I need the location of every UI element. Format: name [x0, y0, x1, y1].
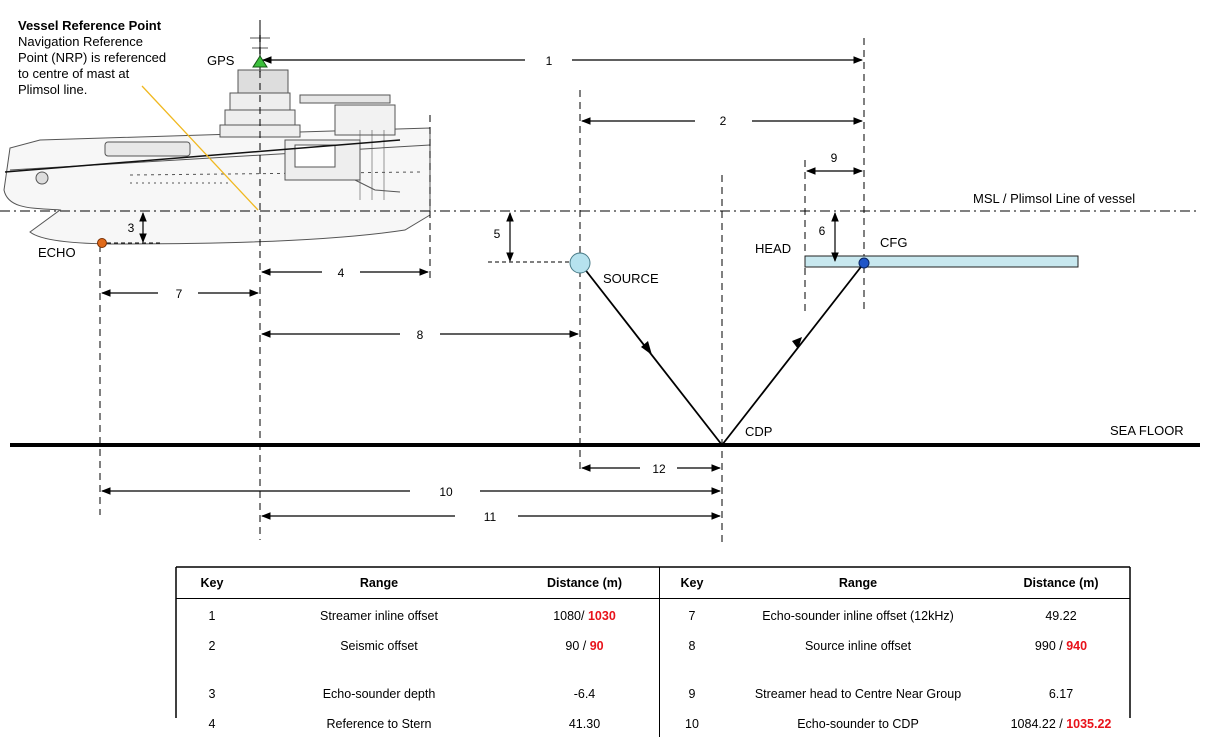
distance-value: 90 /: [565, 638, 590, 653]
echo-marker: [97, 238, 107, 248]
key-cell: 1: [208, 608, 216, 623]
header-distance-left: Distance (m): [510, 567, 660, 599]
distance-value: 49.22: [1045, 608, 1077, 623]
echo-label: ECHO: [38, 245, 76, 260]
range-cell: Streamer inline offset: [320, 608, 438, 623]
distance-value: 1080/: [553, 608, 588, 623]
dim-12-label: 12: [652, 462, 666, 476]
dim-6-label: 6: [819, 224, 826, 238]
key-cell: 3: [208, 686, 216, 701]
key-table: Key Range Distance (m) Key Range Distanc…: [176, 567, 1130, 737]
range-cell: Reference to Stern: [326, 716, 432, 731]
dim-2-label: 2: [720, 114, 727, 128]
header-range-left: Range: [248, 567, 510, 599]
key-cell: 2: [208, 638, 216, 653]
distance-revised: 1035.22: [1066, 716, 1112, 731]
range-cell: Seismic offset: [340, 638, 418, 653]
gps-label: GPS: [207, 53, 235, 68]
ray-down-arrow: [641, 341, 652, 355]
table-row: 4 Reference to Stern 41.30 10 Echo-sound…: [176, 706, 1130, 737]
header-distance-right: Distance (m): [992, 567, 1130, 599]
distance-cell: -6.4: [510, 658, 660, 707]
distance-revised: 90: [589, 638, 604, 653]
nrp-pointer: [141, 85, 259, 211]
range-cell: Echo-sounder depth: [322, 686, 436, 701]
ray-up: [721, 262, 865, 446]
distance-cell: 90 / 90: [510, 628, 660, 659]
source-label: SOURCE: [603, 271, 659, 286]
range-cell: Source inline offset: [804, 638, 912, 653]
dim-11-label: 11: [484, 510, 497, 524]
distance-cell: 1080/ 1030: [510, 598, 660, 629]
distance-value: 6.17: [1048, 686, 1074, 701]
distance-cell: 1084.22 / 1035.22: [992, 707, 1130, 737]
table-header-row: Key Range Distance (m) Key Range Distanc…: [176, 567, 1130, 599]
distance-cell: 49.22: [992, 599, 1130, 629]
key-cell: 7: [688, 608, 696, 623]
head-label: HEAD: [755, 241, 791, 256]
distance-value: 990 /: [1034, 638, 1067, 653]
streamer: [804, 255, 1079, 268]
header-key-left: Key: [176, 567, 248, 599]
cdp-label: CDP: [745, 424, 772, 439]
dim-3-label: 3: [128, 221, 135, 235]
dim-10-label: 10: [439, 485, 453, 499]
ray-up-arrow: [792, 337, 802, 349]
dim-5-label: 5: [494, 227, 501, 241]
key-cell: 8: [688, 638, 696, 653]
header-key-right: Key: [659, 567, 724, 599]
note-body: Navigation Reference Point (NRP) is refe…: [18, 34, 167, 97]
dim-7-label: 7: [176, 287, 183, 301]
range-cell: Streamer head to Centre Near Group: [754, 686, 962, 701]
distance-revised: 1030: [587, 608, 616, 623]
distance-cell: 6.17: [992, 659, 1130, 707]
distance-value: 41.30: [568, 716, 601, 731]
key-cell: 9: [688, 686, 696, 701]
table-row: 1 Streamer inline offset 1080/ 1030 7 Ec…: [176, 598, 1130, 629]
cfg-label: CFG: [880, 235, 907, 250]
distance-cell: 990 / 940: [992, 629, 1130, 659]
sea-floor-label: SEA FLOOR: [1110, 423, 1184, 438]
gps-marker: [252, 55, 268, 68]
source-marker: [569, 252, 591, 274]
range-cell: Echo-sounder to CDP: [797, 716, 919, 731]
distance-value: 1084.22 /: [1010, 716, 1067, 731]
survey-geometry-diagram: 1 2 3 4 5 6 7 8 9 10 11 12 GPS ECHO SOUR…: [0, 20, 1200, 545]
range-cell: Echo-sounder inline offset (12kHz): [762, 608, 954, 623]
msl-label: MSL / Plimsol Line of vessel: [973, 191, 1135, 206]
dim-9-label: 9: [831, 151, 838, 165]
key-cell: 10: [685, 716, 699, 731]
header-range-right: Range: [724, 567, 992, 599]
dim-1-label: 1: [546, 54, 553, 68]
table-row: 2 Seismic offset 90 / 90 8 Source inline…: [176, 628, 1130, 659]
vessel-reference-note: Vessel Reference Point Navigation Refere…: [18, 18, 208, 98]
distance-cell: 41.30: [510, 706, 660, 737]
table-row: 3 Echo-sounder depth -6.4 9 Streamer hea…: [176, 658, 1130, 707]
dim-4-label: 4: [338, 266, 345, 280]
dim-8-label: 8: [417, 328, 424, 342]
cfg-marker: [858, 257, 870, 269]
distance-value: -6.4: [573, 686, 596, 701]
key-cell: 4: [208, 716, 216, 731]
distance-revised: 940: [1066, 638, 1088, 653]
vessel: [3, 20, 431, 245]
extension-lines: [99, 35, 865, 545]
note-title: Vessel Reference Point: [18, 18, 162, 33]
